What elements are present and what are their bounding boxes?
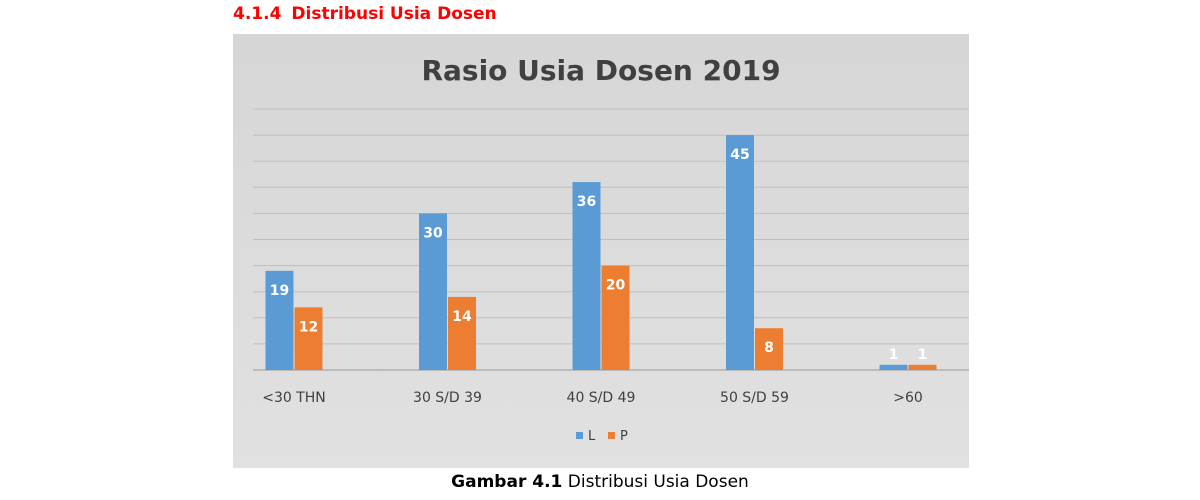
caption-label: Gambar 4.1	[451, 472, 563, 492]
data-label-L-3: 45	[730, 147, 749, 163]
data-label-P-4: 1	[918, 347, 928, 363]
data-label-P-2: 20	[606, 278, 626, 294]
x-tick-label: 50 S/D 59	[720, 390, 789, 406]
legend-swatch-P	[608, 432, 615, 439]
bar-P-3	[755, 328, 783, 370]
bar-P-1	[448, 296, 476, 370]
bar-P-0	[294, 307, 323, 370]
section-title: Distribusi Usia Dosen	[291, 4, 497, 24]
x-tick-label: >60	[893, 390, 923, 406]
bar-L-0	[265, 270, 294, 370]
section-heading: 4.1.4 Distribusi Usia Dosen	[233, 4, 497, 24]
bar-L-4	[879, 364, 908, 370]
section-number: 4.1.4	[233, 4, 282, 24]
bar-P-4	[908, 364, 937, 370]
x-axis: <30 THN 30 S/D 39 40 S/D 49 50 S/D 59 >60	[262, 390, 923, 406]
data-label-L-1: 30	[423, 225, 443, 241]
x-tick-label: 40 S/D 49	[567, 390, 636, 406]
data-label-L-4: 1	[889, 347, 899, 363]
chart-panel: Rasio Usia Dosen 2019 19 12 30 14 36 20 45 8 1 1 …	[233, 34, 969, 468]
bar-L-2	[572, 182, 601, 370]
legend-swatch-L	[576, 432, 583, 439]
data-label-P-1: 14	[452, 309, 472, 325]
bar-P-2	[601, 265, 630, 370]
chart-title: Rasio Usia Dosen 2019	[421, 54, 780, 87]
bar-L-3	[726, 135, 754, 370]
data-label-P-3: 8	[764, 340, 774, 356]
bars: 19 12 30 14 36 20 45 8 1 1	[265, 135, 937, 370]
legend-label-P: P	[620, 429, 628, 444]
data-label-L-2: 36	[577, 194, 596, 210]
bar-L-1	[419, 213, 447, 370]
data-label-P-0: 12	[299, 319, 318, 335]
caption-text: Distribusi Usia Dosen	[562, 472, 749, 492]
legend-label-L: L	[588, 429, 596, 444]
figure-caption: Gambar 4.1 Distribusi Usia Dosen	[0, 472, 1200, 492]
data-label-L-0: 19	[270, 283, 289, 299]
x-tick-label: 30 S/D 39	[413, 390, 482, 406]
x-tick-label: <30 THN	[262, 390, 326, 406]
